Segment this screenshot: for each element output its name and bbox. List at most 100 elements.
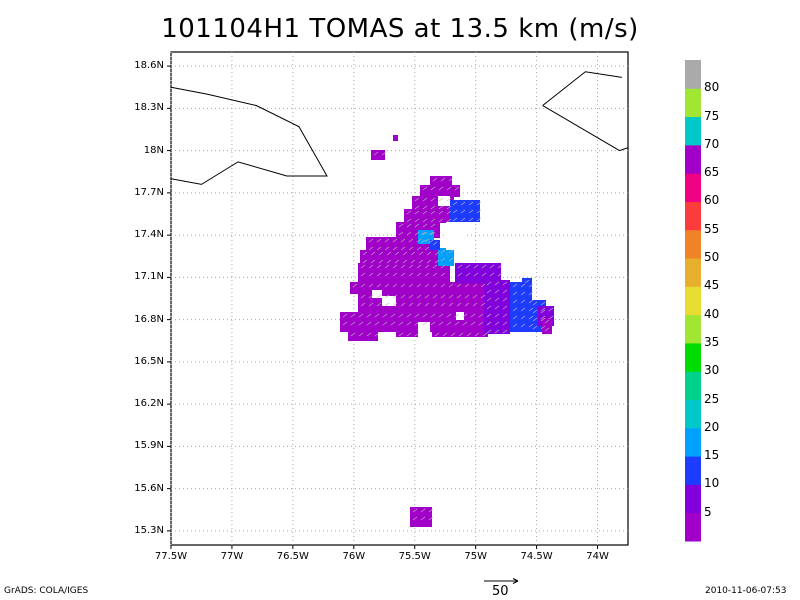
wind-vector (384, 238, 390, 243)
wind-cell (340, 312, 490, 332)
wind-vector (368, 283, 374, 288)
wind-vector (502, 297, 508, 302)
wind-vector (374, 321, 380, 326)
wind-vector (540, 309, 546, 314)
wind-vector (368, 238, 374, 243)
colorbar-segment (685, 314, 701, 344)
colorbar-label: 20 (704, 419, 720, 434)
wind-vector (462, 321, 468, 326)
latitude-label: 15.6N (134, 482, 164, 494)
wind-vector (406, 321, 412, 326)
wind-vector (446, 218, 452, 223)
wind-vector (400, 294, 406, 299)
wind-vector (528, 299, 534, 304)
wind-vector (360, 302, 366, 307)
coastline (542, 105, 629, 152)
coastlines (170, 71, 629, 185)
colorbar-segment (685, 229, 701, 259)
wind-vector (381, 151, 387, 156)
wind-vector (502, 289, 508, 294)
wind-vector (416, 272, 422, 277)
wind-vector (548, 307, 554, 312)
wind-vector (426, 259, 432, 264)
wind-vector (502, 281, 508, 286)
wind-vector (370, 259, 376, 264)
wind-vector (512, 307, 518, 312)
latitude-label: 18N (143, 144, 164, 156)
wind-vector (374, 332, 380, 337)
wind-vector (464, 302, 470, 307)
wind-vector (548, 315, 554, 320)
wind-vector (384, 294, 390, 299)
colorbar-segment (685, 144, 701, 174)
wind-vector (392, 246, 398, 251)
wind-vector (384, 264, 390, 269)
wind-vector (532, 317, 538, 322)
wind-vector (428, 239, 434, 244)
wind-vector (406, 313, 412, 318)
wind-vector (497, 272, 503, 277)
coastline (170, 86, 328, 185)
wind-vector (442, 332, 448, 337)
wind-vector (476, 201, 482, 206)
wind-cell (410, 507, 432, 527)
wind-vector (422, 218, 428, 223)
wind-vector (430, 186, 436, 191)
wind-vector (440, 257, 446, 262)
wind-vector (472, 302, 478, 307)
wind-vector (392, 302, 398, 307)
wind-vector (368, 246, 374, 251)
wind-vector (434, 251, 440, 256)
wind-vector (452, 209, 458, 214)
wind-vector (386, 259, 392, 264)
wind-vector (360, 283, 366, 288)
wind-vector (481, 272, 487, 277)
wind-vector (368, 264, 374, 269)
colorbar-label: 60 (704, 193, 720, 208)
wind-vector (358, 313, 364, 318)
wind-vector (376, 283, 382, 288)
wind-vector (520, 299, 526, 304)
wind-vector (424, 264, 430, 269)
wind-vector (378, 259, 384, 264)
wind-vector (432, 177, 438, 182)
wind-vector (350, 313, 356, 318)
wind-vector (486, 297, 492, 302)
wind-vector (414, 231, 420, 236)
wind-vector (368, 302, 374, 307)
wind-vector (398, 231, 404, 236)
longitude-label: 76W (342, 551, 366, 562)
wind-vector (489, 264, 495, 269)
wind-vector (502, 313, 508, 318)
wind-vector (406, 223, 412, 228)
wind-vector (532, 309, 538, 314)
wind-vector (386, 251, 392, 256)
wind-vector (438, 205, 444, 210)
wind-vector (438, 321, 444, 326)
wind-vector (438, 313, 444, 318)
wind-vector (502, 305, 508, 310)
wind-vector (464, 283, 470, 288)
wind-vector (422, 210, 428, 215)
wind-vector (446, 197, 452, 202)
wind-vector (465, 272, 471, 277)
wind-vector (350, 332, 356, 337)
wind-vector (528, 283, 534, 288)
wind-vector (366, 313, 372, 318)
wind-vector (374, 313, 380, 318)
wind-vector (450, 332, 456, 337)
wind-vector (494, 281, 500, 286)
wind-vector (448, 283, 454, 288)
wind-cell (348, 331, 378, 341)
wind-vector (458, 332, 464, 337)
wind-vector (532, 301, 538, 306)
wind-vector (502, 329, 508, 334)
wind-vector (394, 251, 400, 256)
wind-vector (412, 508, 418, 513)
wind-vector (384, 272, 390, 277)
wind-vector (466, 332, 472, 337)
wind-hole (418, 322, 430, 332)
wind-vector (408, 294, 414, 299)
wind-vector (358, 332, 364, 337)
wind-vector (400, 246, 406, 251)
